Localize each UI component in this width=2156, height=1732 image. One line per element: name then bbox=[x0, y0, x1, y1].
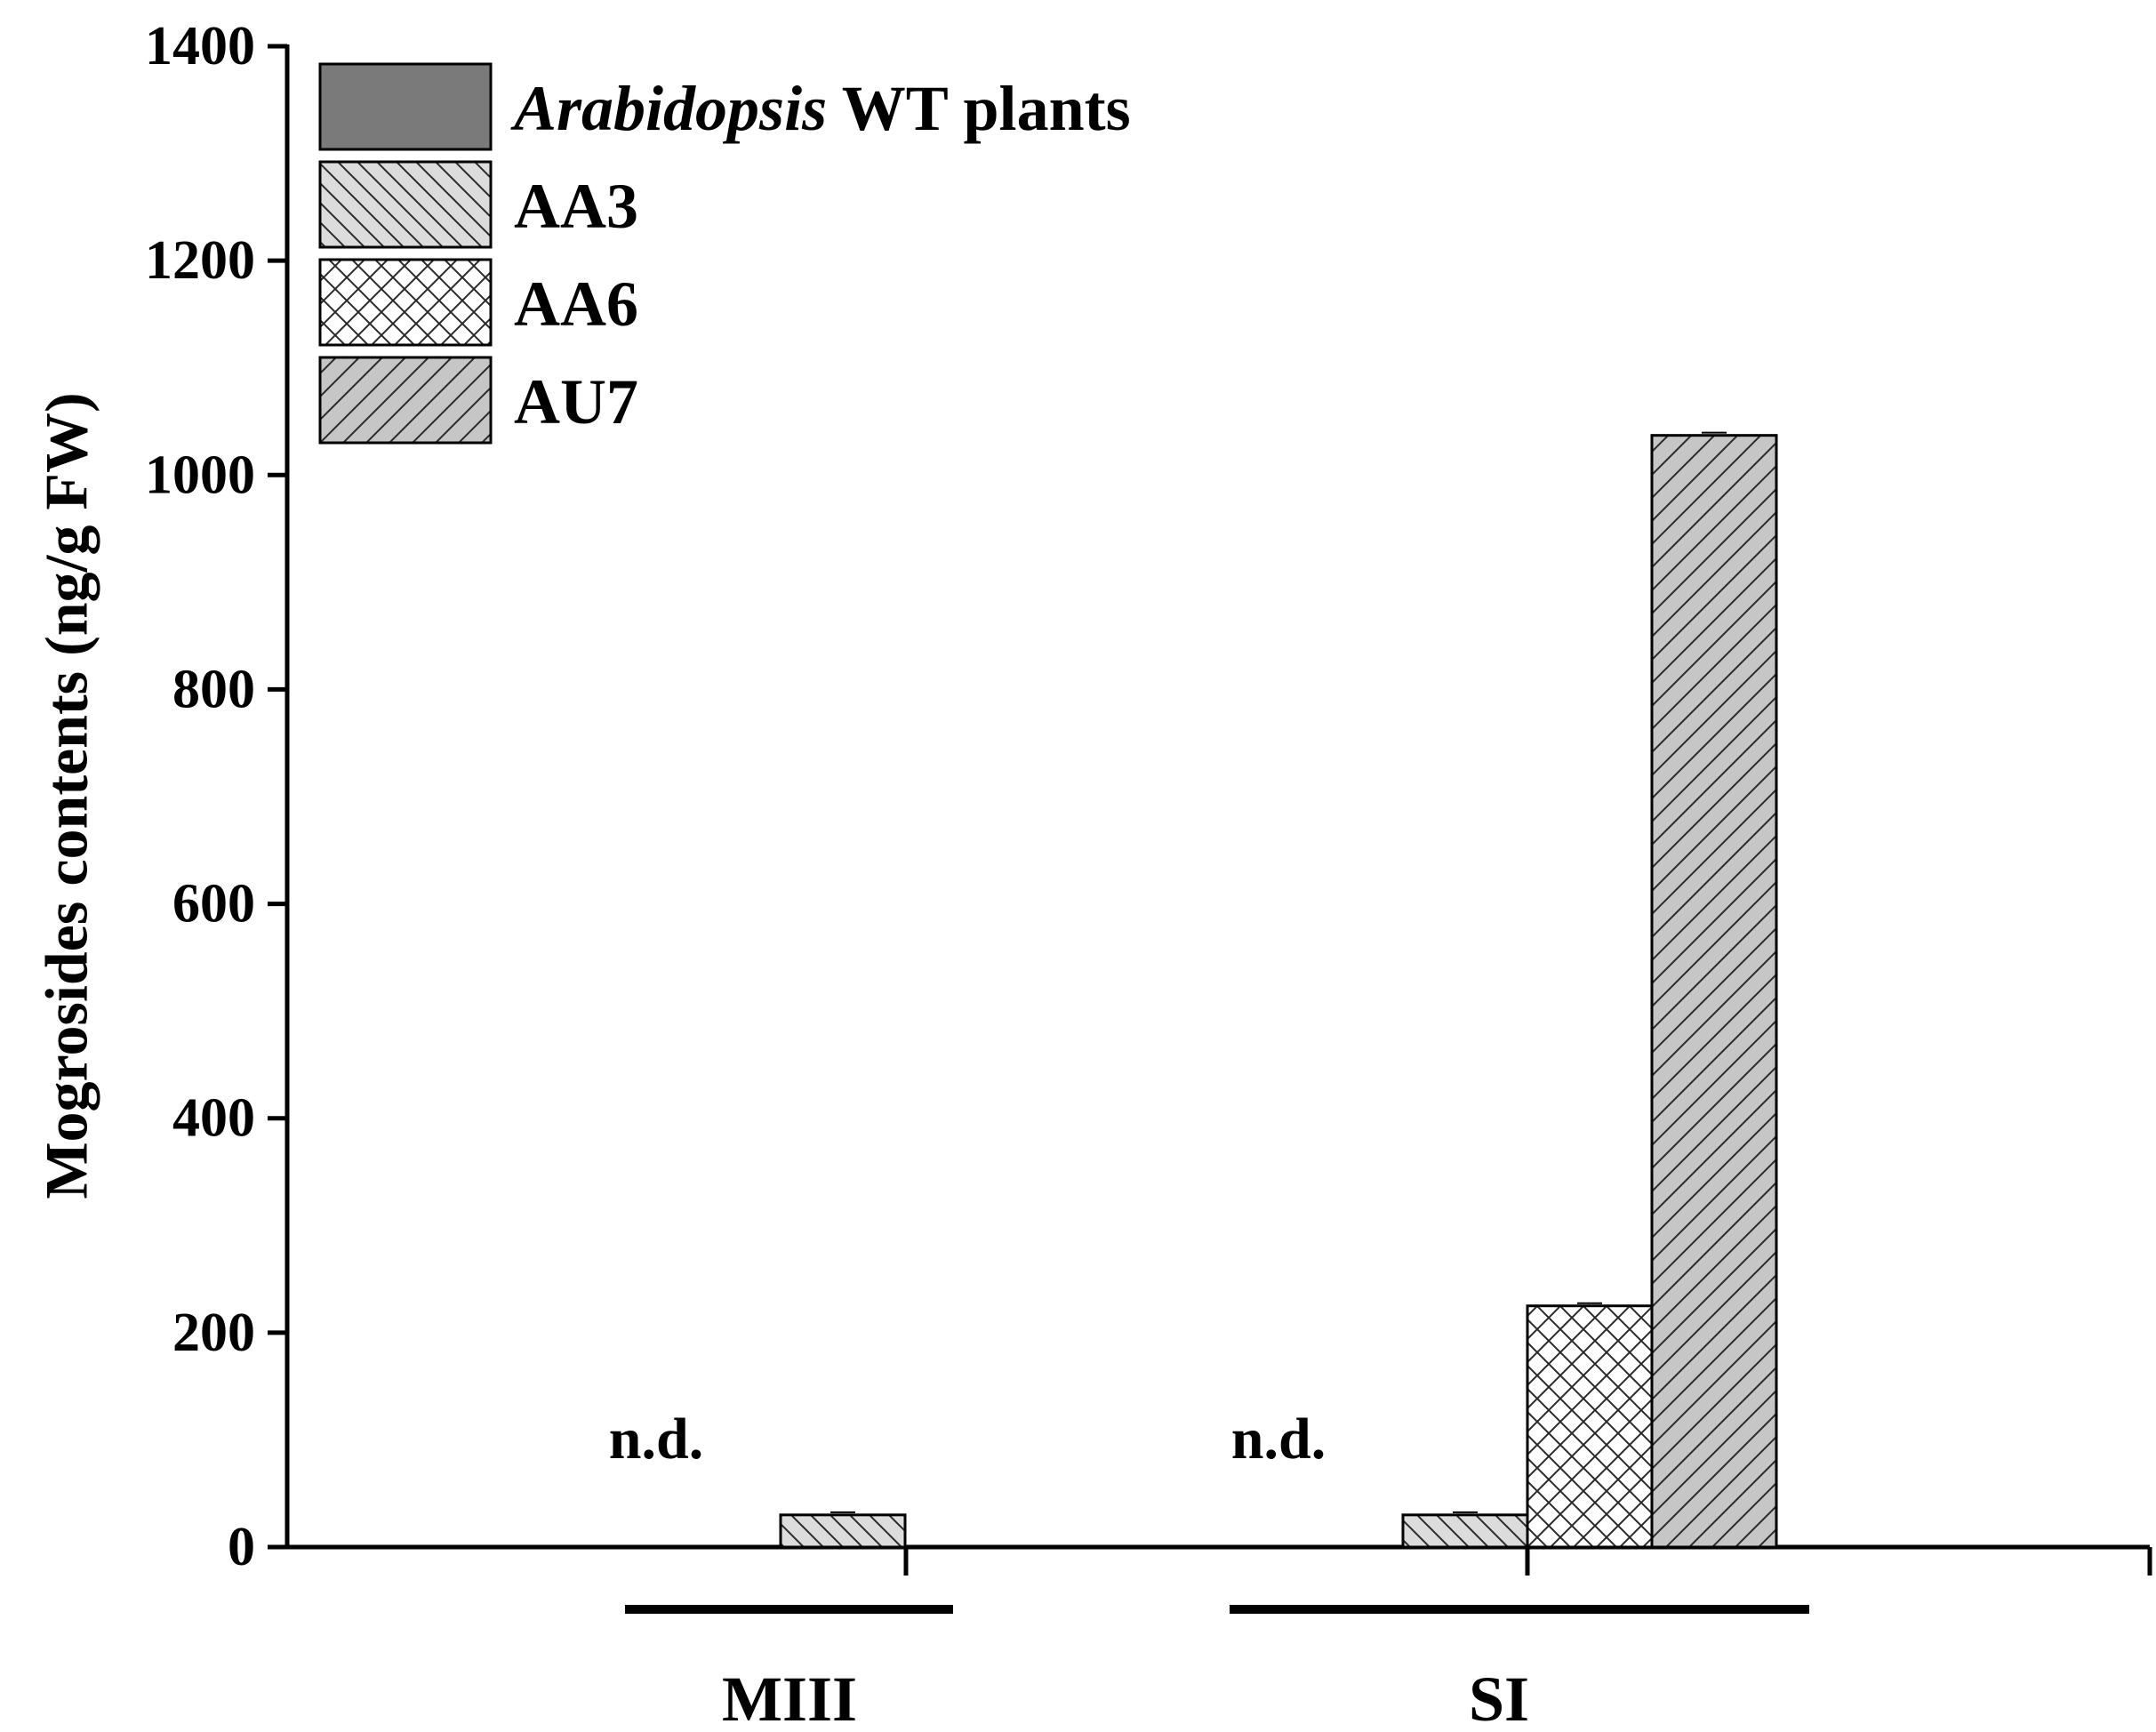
y-tick-label: 600 bbox=[172, 874, 255, 934]
legend-label-rest: WT plants bbox=[827, 73, 1131, 144]
legend-label: Arabidopsis WT plants bbox=[510, 73, 1131, 144]
legend-swatch bbox=[318, 160, 493, 249]
y-tick-label: 800 bbox=[172, 659, 255, 719]
legend: Arabidopsis WT plants AA3 AA6 AU7 bbox=[318, 62, 1131, 445]
not-detected-label: n.d. bbox=[1231, 1407, 1326, 1471]
legend-swatch bbox=[318, 356, 493, 445]
legend-label: AA6 bbox=[514, 269, 638, 340]
y-axis-label: Mogrosides contents (ng/g FW) bbox=[33, 392, 100, 1199]
y-tick-label: 1000 bbox=[145, 445, 255, 505]
y-tick-label: 1200 bbox=[145, 230, 255, 291]
legend-label: AA3 bbox=[514, 171, 638, 242]
bars: n.d. n.d. bbox=[609, 431, 1778, 1549]
y-tick-label: 1400 bbox=[145, 16, 255, 76]
y-tick-label: 200 bbox=[172, 1303, 255, 1363]
not-detected-label: n.d. bbox=[609, 1407, 703, 1471]
bar-si-aa6 bbox=[1526, 1304, 1654, 1549]
x-tick-label: MIII bbox=[722, 1664, 857, 1732]
x-tick-label: SI bbox=[1469, 1664, 1529, 1732]
legend-swatch bbox=[318, 62, 493, 151]
y-tick-label: 0 bbox=[228, 1517, 255, 1577]
bar-si-au7 bbox=[1650, 434, 1778, 1549]
legend-label: AU7 bbox=[514, 366, 638, 437]
x-ticks bbox=[903, 1547, 2152, 1576]
bar-miii-aa3 bbox=[779, 1513, 907, 1549]
legend-label-italic: Arabidopsis bbox=[510, 73, 827, 144]
y-tick-label: 400 bbox=[172, 1088, 255, 1149]
bar-si-aa3 bbox=[1401, 1513, 1529, 1549]
category-groups: MIII SI bbox=[625, 1605, 1809, 1732]
y-ticks: 0 200 400 600 800 1000 1200 1400 bbox=[145, 16, 287, 1577]
legend-swatch bbox=[318, 258, 493, 347]
